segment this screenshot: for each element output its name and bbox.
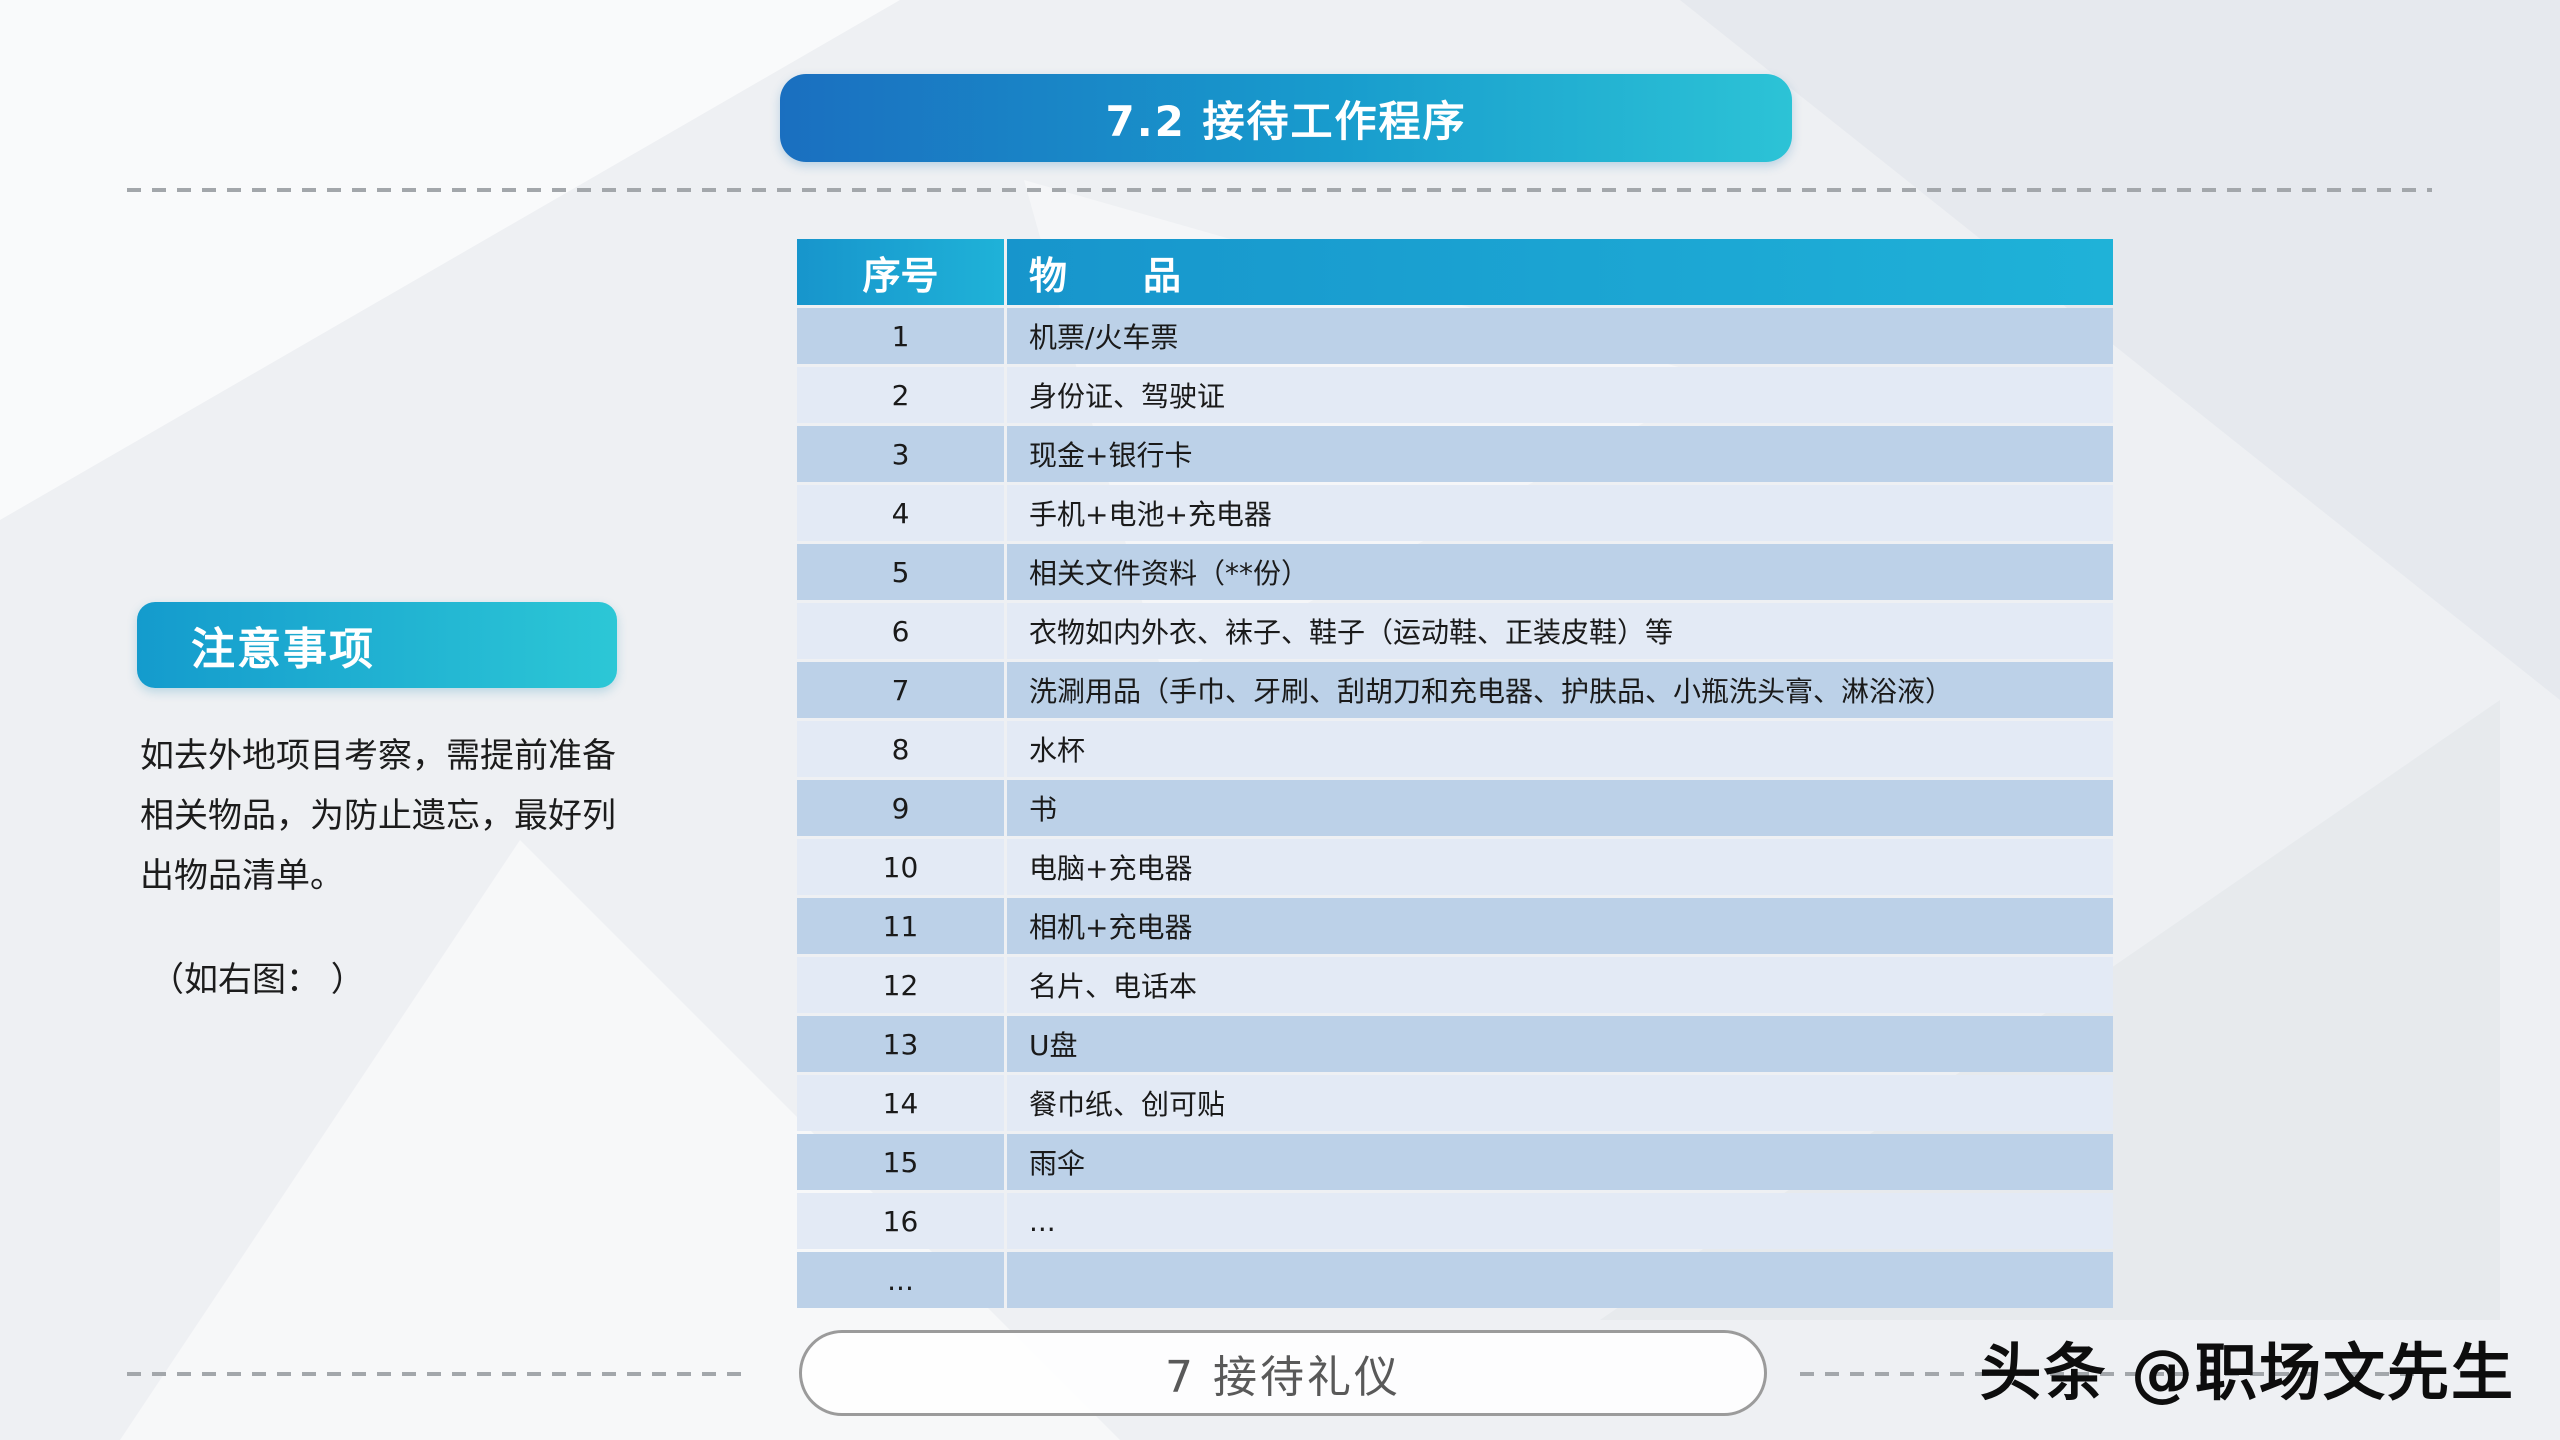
row-item: 雨伞 bbox=[1007, 1134, 2113, 1190]
row-item: 衣物如内外衣、袜子、鞋子（运动鞋、正装皮鞋）等 bbox=[1007, 603, 2113, 659]
table-row: 7 洗涮用品（手巾、牙刷、刮胡刀和充电器、护肤品、小瓶洗头膏、淋浴液） bbox=[797, 662, 2113, 718]
table-row: 1 机票/火车票 bbox=[797, 308, 2113, 364]
bottom-divider-dashed-line-right bbox=[1800, 1372, 2430, 1376]
row-no: 6 bbox=[797, 603, 1004, 659]
row-no: 5 bbox=[797, 544, 1004, 600]
row-item: 机票/火车票 bbox=[1007, 308, 2113, 364]
table-row: 9 书 bbox=[797, 780, 2113, 836]
table-row: 16 ... bbox=[797, 1193, 2113, 1249]
table-row: 15 雨伞 bbox=[797, 1134, 2113, 1190]
row-no: 16 bbox=[797, 1193, 1004, 1249]
table-row: 4 手机+电池+充电器 bbox=[797, 485, 2113, 541]
table-row: 6 衣物如内外衣、袜子、鞋子（运动鞋、正装皮鞋）等 bbox=[797, 603, 2113, 659]
header-cell-no: 序号 bbox=[797, 239, 1004, 305]
watermark-text: 头条 @职场文先生 bbox=[1979, 1336, 2515, 1409]
table-row: 2 身份证、驾驶证 bbox=[797, 367, 2113, 423]
row-item: 洗涮用品（手巾、牙刷、刮胡刀和充电器、护肤品、小瓶洗头膏、淋浴液） bbox=[1007, 662, 2113, 718]
row-item: U盘 bbox=[1007, 1016, 2113, 1072]
items-table-body: 1 机票/火车票 2 身份证、驾驶证 3 现金+银行卡 4 手机+电池+充电器 … bbox=[797, 308, 2113, 1308]
row-no: 14 bbox=[797, 1075, 1004, 1131]
bottom-divider-dashed-line-left bbox=[127, 1372, 745, 1376]
row-item: 身份证、驾驶证 bbox=[1007, 367, 2113, 423]
row-no: 4 bbox=[797, 485, 1004, 541]
table-row: 11 相机+充电器 bbox=[797, 898, 2113, 954]
header-cell-item: 物 品 bbox=[1007, 239, 2113, 305]
note-body-text: 如去外地项目考察，需提前准备 相关物品，为防止遗忘，最好列 出物品清单。 bbox=[140, 736, 616, 896]
row-no: 2 bbox=[797, 367, 1004, 423]
table-row: 8 水杯 bbox=[797, 721, 2113, 777]
table-row: 5 相关文件资料（**份） bbox=[797, 544, 2113, 600]
background-shape bbox=[0, 0, 900, 520]
row-no: 8 bbox=[797, 721, 1004, 777]
row-item: 电脑+充电器 bbox=[1007, 839, 2113, 895]
row-item: 手机+电池+充电器 bbox=[1007, 485, 2113, 541]
table-row: 10 电脑+充电器 bbox=[797, 839, 2113, 895]
row-no: 7 bbox=[797, 662, 1004, 718]
table-row: 13 U盘 bbox=[797, 1016, 2113, 1072]
row-no: 3 bbox=[797, 426, 1004, 482]
table-row: ... bbox=[797, 1252, 2113, 1308]
row-item bbox=[1007, 1252, 2113, 1308]
row-no: 15 bbox=[797, 1134, 1004, 1190]
row-item: 名片、电话本 bbox=[1007, 957, 2113, 1013]
row-no: 9 bbox=[797, 780, 1004, 836]
footer-chapter-text: 7 接待礼仪 bbox=[1165, 1352, 1401, 1403]
row-item: 相关文件资料（**份） bbox=[1007, 544, 2113, 600]
row-no: 11 bbox=[797, 898, 1004, 954]
items-table: 序号 物 品 1 机票/火车票 2 身份证、驾驶证 3 现金+银行卡 4 手机+… bbox=[794, 236, 2116, 1311]
title-banner: 7.2 接待工作程序 bbox=[780, 74, 1792, 162]
row-item: 相机+充电器 bbox=[1007, 898, 2113, 954]
row-item: 餐巾纸、创可贴 bbox=[1007, 1075, 2113, 1131]
table-header-row: 序号 物 品 bbox=[797, 239, 2113, 305]
row-item: 水杯 bbox=[1007, 721, 2113, 777]
note-label-badge: 注意事项 bbox=[137, 602, 617, 688]
row-no: 13 bbox=[797, 1016, 1004, 1072]
table-row: 14 餐巾纸、创可贴 bbox=[797, 1075, 2113, 1131]
row-no: ... bbox=[797, 1252, 1004, 1308]
top-divider-dashed-line bbox=[127, 188, 2432, 192]
row-item: ... bbox=[1007, 1193, 2113, 1249]
footer-chapter-badge: 7 接待礼仪 bbox=[799, 1330, 1767, 1416]
row-item: 现金+银行卡 bbox=[1007, 426, 2113, 482]
row-no: 12 bbox=[797, 957, 1004, 1013]
note-label-text: 注意事项 bbox=[191, 624, 375, 675]
row-no: 10 bbox=[797, 839, 1004, 895]
row-no: 1 bbox=[797, 308, 1004, 364]
table-row: 12 名片、电话本 bbox=[797, 957, 2113, 1013]
row-item: 书 bbox=[1007, 780, 2113, 836]
slide-title: 7.2 接待工作程序 bbox=[1105, 96, 1467, 146]
note-caption-text: （如右图： ） bbox=[150, 960, 365, 1000]
table-row: 3 现金+银行卡 bbox=[797, 426, 2113, 482]
